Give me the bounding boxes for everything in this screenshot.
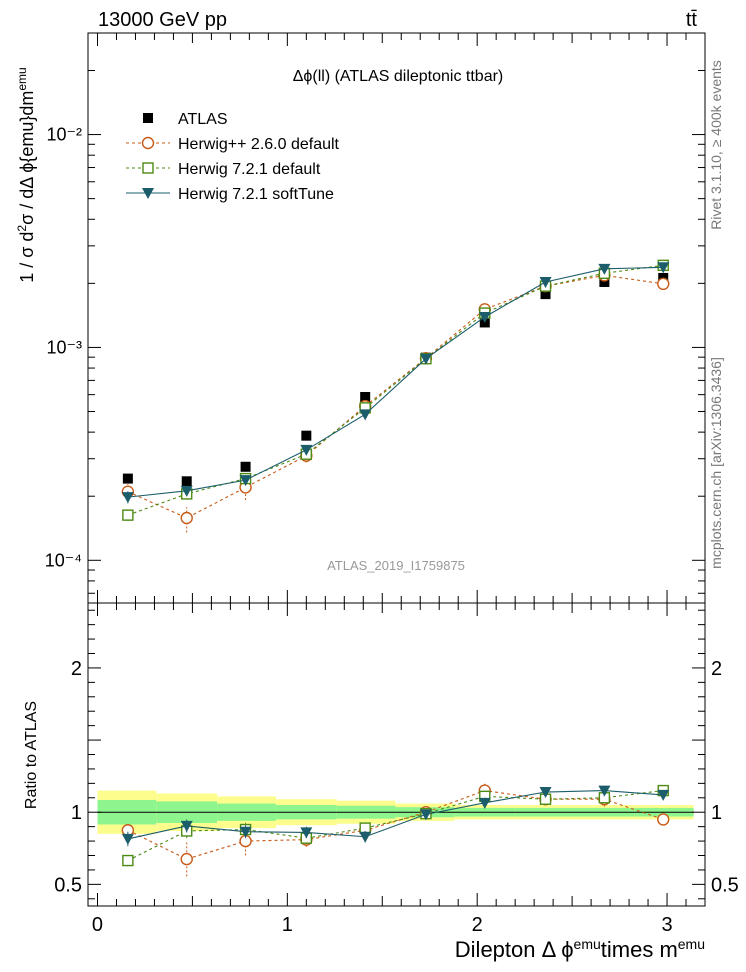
ratio-y-tick-label-right: 0.5	[711, 874, 739, 896]
main-herwig-7-2-1-softtune-point	[598, 263, 611, 275]
ratio-herwig-7-2-1-softtune-point	[478, 797, 491, 809]
main-atlas-point	[122, 473, 133, 484]
ratio-herwig-2-6-0-default-point	[657, 813, 670, 826]
main-y-tick-label: 10⁻²	[46, 125, 82, 145]
ratio-y-axis-label: Ratio to ATLAS	[23, 701, 40, 809]
main-title: Δϕ(ll) (ATLAS dileptonic ttbar)	[293, 68, 504, 85]
header-label: 13000 GeV pp	[98, 9, 227, 31]
ratio-y-tick-label: 1	[71, 802, 82, 824]
main-herwig-7-2-1-softtune-point	[419, 353, 432, 365]
ratio-y-tick-label: 0.5	[54, 874, 82, 896]
main-y-axis-label: 1 / σ d2σ / dΔ ϕ{emu}dmemu	[15, 67, 37, 282]
ratio-y-tick-label: 2	[71, 658, 82, 680]
main-herwig-7-2-1-softtune-line	[127, 266, 664, 498]
ratio-herwig-7-2-1-softtune-point	[539, 787, 552, 799]
main-herwig-7-2-1-softtune-point	[359, 409, 372, 421]
ratio-y-tick-label-right: 1	[711, 802, 722, 824]
main-herwig-2-6-0-default-point	[180, 511, 193, 525]
ratio-herwig-7-2-1-softtune-point	[598, 785, 611, 797]
ratio-herwig-7-2-1-softtune-point	[121, 833, 134, 845]
legend-label: Herwig++ 2.6.0 default	[178, 136, 340, 153]
ratio-herwig-7-2-1-default-point	[122, 854, 134, 867]
main-herwig-7-2-1-softtune-point	[300, 444, 313, 456]
main-y-tick-label: 10⁻³	[46, 337, 82, 357]
ratio-herwig-7-2-1-softtune-point	[419, 809, 432, 821]
process-label: tt̄	[686, 9, 698, 31]
main-herwig-7-2-1-softtune-point	[121, 492, 134, 504]
main-herwig-2-6-0-default-line	[127, 274, 664, 519]
x-tick-label: 0	[92, 914, 103, 936]
legend-marker	[142, 188, 154, 199]
x-tick-label: 3	[661, 914, 672, 936]
legend-label: ATLAS	[178, 111, 228, 128]
main-herwig-7-2-1-softtune-point	[239, 475, 252, 487]
legend-label: Herwig 7.2.1 softTune	[178, 186, 334, 203]
main-herwig-2-6-0-default-point	[657, 277, 670, 291]
main-atlas-point	[301, 430, 312, 441]
main-atlas-point	[240, 461, 251, 472]
watermark: ATLAS_2019_I1759875	[327, 558, 465, 573]
main-herwig-7-2-1-softtune-point	[657, 262, 670, 274]
ratio-herwig-2-6-0-default-line	[127, 790, 664, 860]
ratio-herwig-7-2-1-softtune-point	[657, 789, 670, 801]
main-atlas-point	[599, 276, 610, 287]
mcplots-label: mcplots.cern.ch [arXiv:1306.3436]	[708, 357, 724, 569]
legend-marker	[143, 113, 153, 123]
main-herwig-7-2-1-default-point	[122, 509, 134, 521]
main-herwig-7-2-1-default-line	[127, 264, 664, 516]
main-atlas-point	[360, 391, 371, 402]
x-tick-label: 2	[472, 914, 483, 936]
ratio-y-tick-label-right: 2	[711, 658, 722, 680]
ratio-herwig-7-2-1-softtune-point	[239, 826, 252, 838]
ratio-herwig-7-2-1-softtune-point	[300, 827, 313, 839]
main-atlas-point	[181, 476, 192, 487]
main-herwig-7-2-1-softtune-point	[539, 276, 552, 288]
main-herwig-7-2-1-softtune-point	[478, 311, 491, 323]
ratio-herwig-7-2-1-default-line	[127, 790, 664, 862]
legend-label: Herwig 7.2.1 default	[178, 161, 321, 178]
legend-marker	[141, 136, 155, 150]
main-atlas-point	[540, 289, 551, 300]
ratio-herwig-2-6-0-default-point	[180, 852, 193, 866]
ratio-herwig-7-2-1-softtune-point	[359, 831, 372, 843]
main-herwig-7-2-1-softtune-point	[180, 485, 193, 497]
x-tick-label: 1	[282, 914, 293, 936]
rivet-label: Rivet 3.1.10, ≥ 400k events	[708, 60, 724, 230]
legend-marker	[142, 162, 154, 174]
main-y-tick-label: 10⁻⁴	[45, 550, 82, 570]
ratio-herwig-7-2-1-softtune-point	[180, 820, 193, 832]
ratio-herwig-7-2-1-softtune-line	[127, 790, 664, 840]
